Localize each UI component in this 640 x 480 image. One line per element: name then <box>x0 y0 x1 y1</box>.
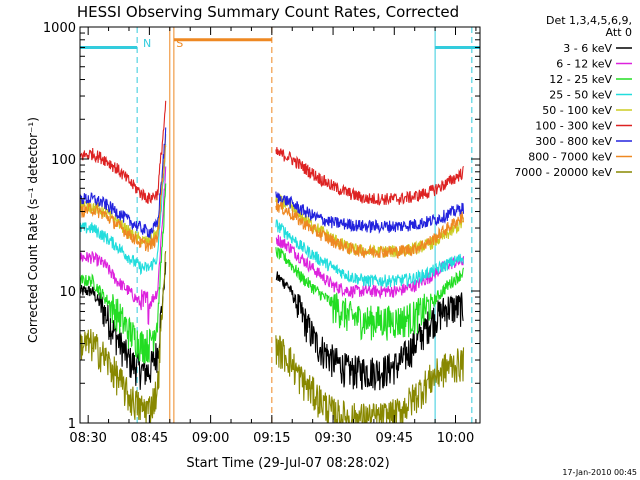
series-line <box>275 219 465 289</box>
series-6-12-kev <box>79 166 465 326</box>
x-tick-label: 09:45 <box>376 431 413 446</box>
x-tick-label: 09:00 <box>192 431 229 446</box>
legend: Det 1,3,4,5,6,9,Att 0 3 - 6 keV 6 - 12 keV… <box>514 14 632 179</box>
x-axis-label: Start Time (29-Jul-07 08:28:02) <box>186 456 389 471</box>
legend-entry-label: 12 - 25 keV <box>549 73 612 86</box>
x-tick-label: 08:30 <box>69 431 106 446</box>
series-line <box>79 144 167 252</box>
x-tick-label: 09:30 <box>314 431 351 446</box>
flag-marker-label: S <box>176 37 183 50</box>
series-line <box>79 127 167 239</box>
legend-entry-label: 300 - 800 keV <box>535 135 612 148</box>
series-line <box>275 147 464 206</box>
series-3-6-kev <box>79 261 464 391</box>
series-line <box>275 200 465 259</box>
series-12-25-kev <box>79 183 465 364</box>
series-line <box>275 271 464 391</box>
legend-entry-label: 3 - 6 keV <box>563 42 612 55</box>
axes-layer: 08:30 08:45 09:00 09:15 09:30 09:45 10:00 1 10 10… <box>43 21 480 446</box>
legend-entry-label: 6 - 12 keV <box>556 58 612 71</box>
series-line <box>275 234 465 300</box>
y-tick-label: 10 <box>59 285 76 300</box>
series-line <box>275 191 465 235</box>
legend-entry-label: 25 - 50 keV <box>549 89 612 102</box>
series-line <box>79 144 167 276</box>
x-tick-label: 09:15 <box>253 431 290 446</box>
series-100-300-kev <box>79 100 464 206</box>
series-800-7000-kev <box>79 144 465 259</box>
y-tick-label: 100 <box>51 153 76 168</box>
series-line <box>79 166 167 326</box>
x-tick-label: 10:00 <box>437 431 474 446</box>
plot-frame <box>79 26 481 424</box>
y-tick-label: 1 <box>68 417 76 432</box>
legend-entry-label: 100 - 300 keV <box>535 120 612 133</box>
series-line <box>275 335 465 424</box>
y-axis-label: Corrected Count Rate (s⁻¹ detector⁻¹) <box>26 117 40 343</box>
legend-header-line: Att 0 <box>606 26 632 39</box>
series-line <box>79 251 167 424</box>
legend-entry-label: 7000 - 20000 keV <box>514 166 612 179</box>
series-300-800-kev <box>79 127 465 239</box>
series-7000-20000-kev <box>79 251 465 424</box>
series-line <box>79 100 167 204</box>
series-line <box>79 183 167 364</box>
x-tick-label: 08:45 <box>131 431 168 446</box>
y-tick-label: 1000 <box>43 21 76 36</box>
series-line <box>79 261 167 390</box>
series-25-50-kev <box>79 144 465 289</box>
series-layer <box>79 100 465 424</box>
legend-entry-label: 800 - 7000 keV <box>528 151 612 164</box>
legend-entry-label: 50 - 100 keV <box>542 104 612 117</box>
chart-title: HESSI Observing Summary Count Rates, Cor… <box>77 3 459 21</box>
flag-marker-label: N <box>143 37 151 50</box>
footer-timestamp: 17-Jan-2010 00:45 <box>562 468 637 477</box>
legend-header-line: Det 1,3,4,5,6,9, <box>546 14 632 27</box>
series-line <box>275 247 465 341</box>
